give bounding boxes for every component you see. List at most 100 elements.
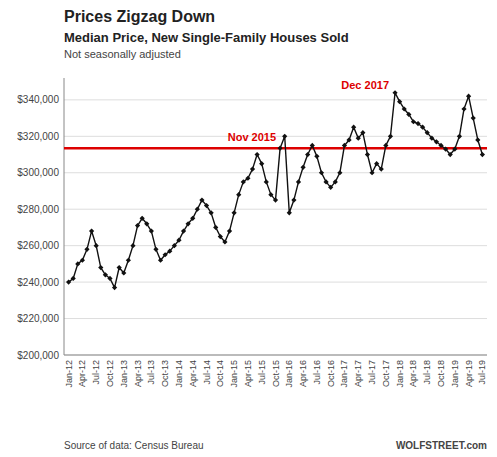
marker — [176, 238, 181, 243]
marker — [158, 258, 163, 263]
marker — [75, 261, 80, 266]
marker — [420, 125, 425, 130]
marker — [360, 130, 365, 135]
x-tick-label: Oct-16 — [326, 360, 336, 387]
grid-line — [64, 355, 487, 356]
subtitle: Median Price, New Single-Family Houses S… — [64, 30, 349, 45]
marker — [346, 137, 351, 142]
marker — [117, 265, 122, 270]
x-tick-label: Oct-12 — [105, 360, 115, 387]
marker — [425, 130, 430, 135]
plot-data — [64, 90, 487, 290]
marker — [475, 137, 480, 142]
marker — [204, 203, 209, 208]
reference-label: Nov 2015 — [228, 131, 276, 143]
marker — [383, 143, 388, 148]
x-tick-label: Oct-13 — [160, 360, 170, 387]
x-tick-label: Jul-17 — [367, 360, 377, 385]
x-tick-label: Apr-18 — [408, 360, 418, 387]
marker — [232, 210, 237, 215]
x-tick-label: Jan-14 — [174, 360, 184, 388]
marker — [438, 143, 443, 148]
marker — [291, 197, 296, 202]
marker — [337, 170, 342, 175]
marker — [66, 280, 71, 285]
marker — [80, 258, 85, 263]
x-tick-label: Jan-17 — [339, 360, 349, 388]
grid-line — [64, 172, 487, 173]
marker — [250, 167, 255, 172]
marker — [103, 272, 108, 277]
marker — [443, 146, 448, 151]
x-tick-label: Oct-15 — [271, 360, 281, 387]
marker — [434, 139, 439, 144]
marker — [255, 152, 260, 157]
grid-line — [64, 282, 487, 283]
x-axis-line — [64, 355, 487, 356]
x-tick-label: Oct-18 — [436, 360, 446, 387]
marker — [245, 176, 250, 181]
marker — [172, 243, 177, 248]
y-tick-label: $300,000 — [17, 167, 59, 178]
marker — [273, 197, 278, 202]
marker — [461, 106, 466, 111]
marker — [314, 154, 319, 159]
marker — [107, 276, 112, 281]
marker — [195, 207, 200, 212]
marker — [296, 179, 301, 184]
marker — [98, 265, 103, 270]
marker — [135, 223, 140, 228]
grid-line — [64, 245, 487, 246]
grid-line — [64, 318, 487, 319]
marker — [94, 243, 99, 248]
marker — [190, 216, 195, 221]
y-tick-label: $200,000 — [17, 350, 59, 361]
x-tick-label: Oct-17 — [381, 360, 391, 387]
marker — [163, 252, 168, 257]
marker — [333, 179, 338, 184]
x-tick-label: Jul-19 — [477, 360, 487, 385]
marker — [277, 146, 282, 151]
marker — [264, 179, 269, 184]
marker — [153, 247, 158, 252]
reference-line — [64, 147, 487, 150]
x-tick-label: Jul-13 — [146, 360, 156, 385]
title: Prices Zigzag Down — [64, 8, 215, 25]
y-tick-label: $220,000 — [17, 313, 59, 324]
y-tick-label: $260,000 — [17, 240, 59, 251]
marker — [429, 136, 434, 141]
marker — [209, 210, 214, 215]
x-tick-label: Jul-14 — [202, 360, 212, 385]
x-tick-label: Apr-16 — [298, 360, 308, 387]
marker — [415, 121, 420, 126]
marker — [126, 258, 131, 263]
marker — [452, 146, 457, 151]
x-tick-label: Apr-17 — [353, 360, 363, 387]
marker — [287, 210, 292, 215]
marker — [365, 152, 370, 157]
x-tick-label: Apr-13 — [133, 360, 143, 387]
marker — [199, 197, 204, 202]
marker — [149, 228, 154, 233]
y-axis-line — [64, 78, 65, 355]
marker — [369, 170, 374, 175]
x-tick-label: Jan-15 — [229, 360, 239, 388]
marker — [144, 221, 149, 226]
marker — [411, 119, 416, 124]
marker — [397, 99, 402, 104]
marker — [112, 285, 117, 290]
marker — [236, 192, 241, 197]
x-tick-label: Jan-12 — [64, 360, 74, 388]
marker — [181, 228, 186, 233]
x-tick-label: Apr-19 — [464, 360, 474, 387]
x-tick-label: Jan-16 — [284, 360, 294, 388]
marker — [213, 225, 218, 230]
annotation: Dec 2017 — [341, 79, 389, 91]
marker — [402, 106, 407, 111]
marker — [466, 94, 471, 99]
marker — [323, 179, 328, 184]
x-tick-label: Jul-12 — [91, 360, 101, 385]
x-tick-label: Jul-15 — [257, 360, 267, 385]
marker — [480, 152, 485, 157]
marker — [319, 170, 324, 175]
